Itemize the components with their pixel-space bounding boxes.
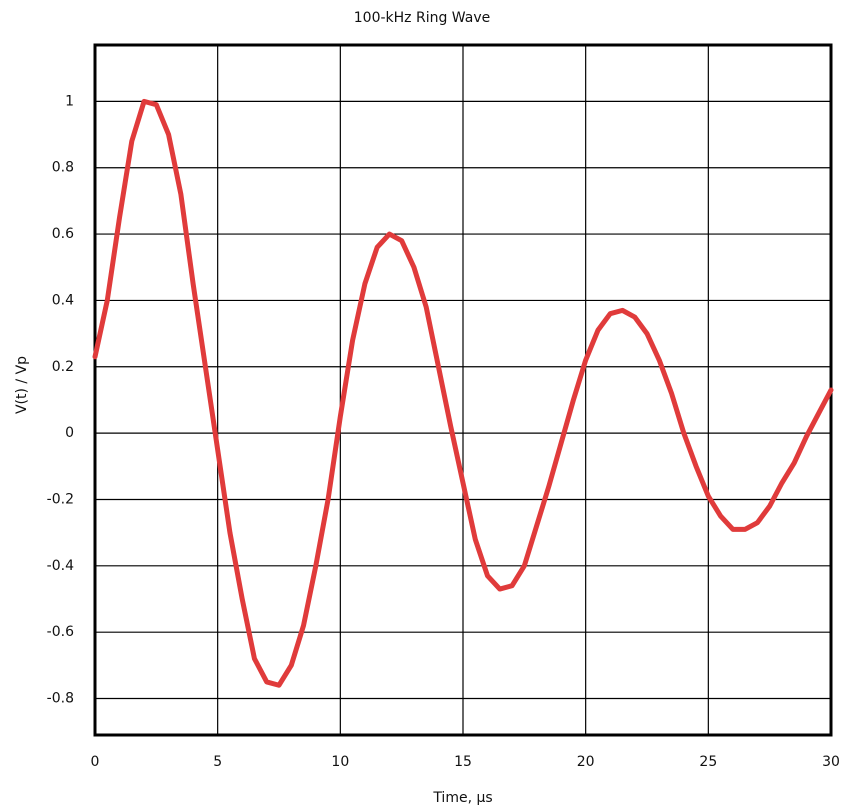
x-tick-label: 30 (822, 754, 840, 770)
y-tick-label: -0.6 (47, 624, 74, 640)
x-tick-label: 10 (331, 754, 349, 770)
y-tick-label: 0.6 (52, 226, 74, 242)
y-tick-label: 0.4 (52, 292, 74, 308)
y-tick-label: -0.8 (47, 691, 74, 707)
x-tick-label: 25 (699, 754, 717, 770)
x-tick-label: 15 (454, 754, 472, 770)
x-tick-label: 5 (213, 754, 222, 770)
y-tick-label: 0.8 (52, 160, 74, 176)
x-tick-label: 0 (91, 754, 100, 770)
y-tick-label: -0.4 (47, 558, 74, 574)
y-axis-label: V(t) / Vp (14, 356, 30, 414)
y-tick-label: 0.2 (52, 359, 74, 375)
y-tick-label: -0.2 (47, 491, 74, 507)
x-tick-label: 20 (577, 754, 595, 770)
y-tick-label: 1 (65, 93, 74, 109)
data-line (92, 98, 834, 688)
y-tick-label: 0 (65, 425, 74, 441)
x-axis-label: Time, μs (432, 790, 492, 806)
chart-title: 100-kHz Ring Wave (354, 10, 490, 26)
